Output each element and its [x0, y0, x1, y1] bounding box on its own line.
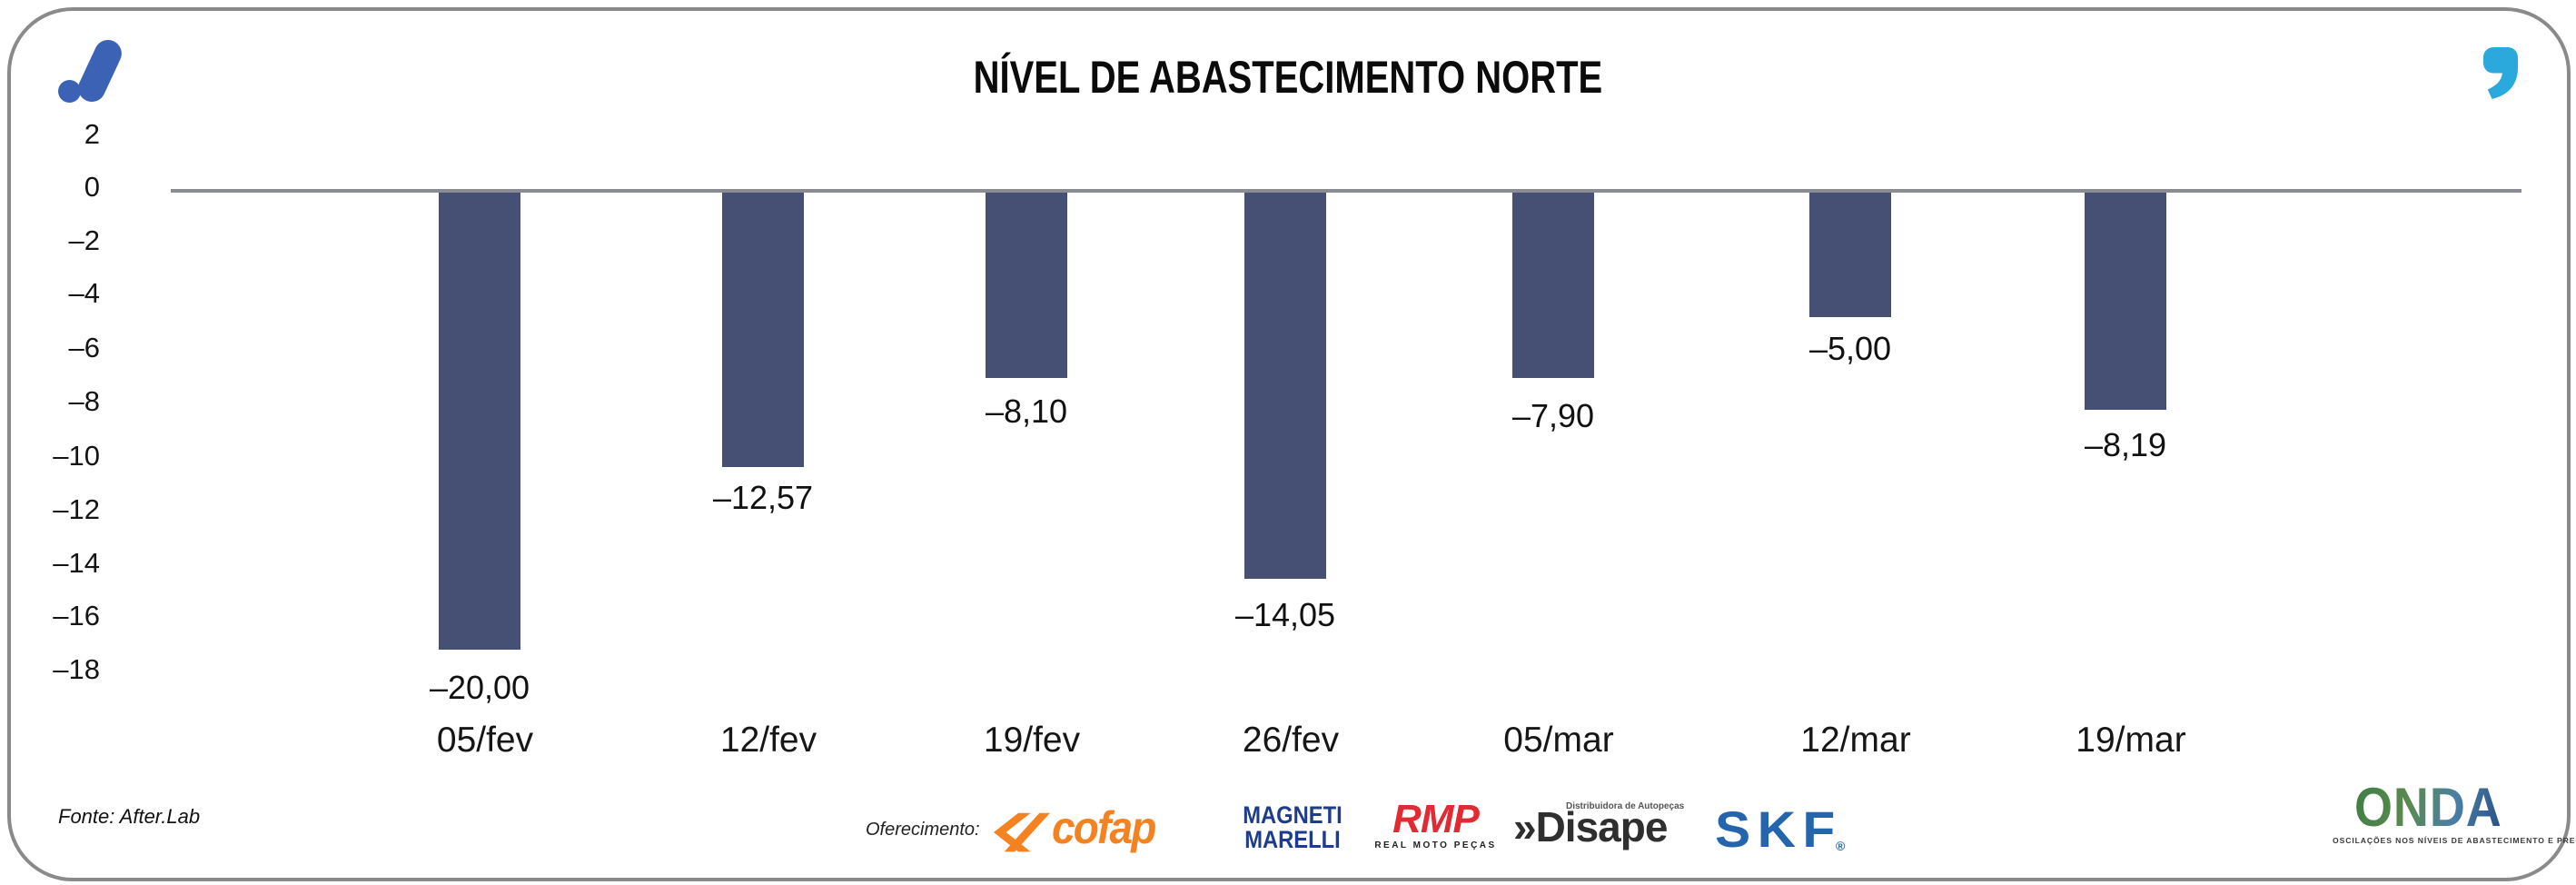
y-tick-label: 0	[84, 171, 100, 203]
onda-logo: ONDA OSCILAÇÕES NOS NÍVEIS DE ABASTECIME…	[2333, 777, 2576, 846]
y-tick-label: –14	[53, 547, 100, 579]
x-axis-label: 19/fev	[983, 721, 1081, 760]
bar-value-label: –8,19	[2084, 426, 2167, 463]
onda-wordmark: ONDA	[2353, 777, 2502, 838]
y-tick-label: –16	[53, 600, 100, 631]
source-text: Fonte: After.Lab	[58, 805, 201, 828]
after-lab-brand-icon	[57, 35, 126, 106]
rmp-subtext: REAL MOTO PEÇAS	[1374, 840, 1497, 850]
x-axis-label: 05/mar	[1503, 721, 1614, 760]
bar	[986, 193, 1067, 378]
y-tick-label: –6	[68, 332, 100, 363]
cofap-arrow-icon	[994, 812, 1050, 852]
magneti-marelli-logo: MAGNETI MARELLI	[1215, 803, 1370, 852]
cofap-logo: cofap	[994, 802, 1203, 860]
disape-subtext: Distribuidora de Autopeças	[1566, 801, 1685, 811]
skf-wordmark: SKF	[1715, 800, 1842, 858]
skf-registered-mark: ®	[1836, 839, 1846, 854]
x-axis-label: 12/mar	[1800, 721, 1911, 760]
y-tick-label: 2	[84, 118, 100, 150]
cofap-wordmark: cofap	[1052, 802, 1156, 853]
magneti-line2: MARELLI	[1244, 826, 1341, 853]
rmp-wordmark: RMP	[1392, 797, 1480, 841]
rmp-logo: RMP REAL MOTO PEÇAS	[1374, 797, 1497, 851]
zero-axis-line	[171, 189, 2522, 193]
bar	[1512, 193, 1594, 378]
bar-value-label: –8,10	[985, 393, 1068, 430]
bar-value-label: –20,00	[429, 669, 530, 706]
y-tick-label: –18	[53, 653, 100, 685]
bar	[2085, 193, 2166, 410]
bar	[722, 193, 804, 467]
bar-value-label: –5,00	[1808, 330, 1892, 367]
brand-dot-shape	[58, 80, 81, 103]
disape-wordmark: »Disape	[1513, 803, 1668, 850]
magneti-line1: MAGNETI	[1243, 801, 1342, 829]
quote-icon	[2483, 47, 2518, 99]
x-axis-label: 05/fev	[436, 721, 534, 760]
onda-tagline: OSCILAÇÕES NOS NÍVEIS DE ABASTECIMENTO E…	[2333, 836, 2576, 845]
bar	[1809, 193, 1891, 317]
x-axis-label: 26/fev	[1242, 721, 1340, 760]
bar-value-label: –12,57	[712, 479, 814, 516]
x-axis-label: 19/mar	[2076, 721, 2186, 760]
bar-value-label: –14,05	[1234, 596, 1336, 633]
x-axis-label: 12/fev	[719, 721, 817, 760]
chart-title: NÍVEL DE ABASTECIMENTO NORTE	[973, 52, 1603, 103]
bar	[1244, 193, 1326, 579]
y-tick-label: –2	[68, 224, 100, 256]
sponsorship-label: Oferecimento:	[866, 820, 980, 840]
y-tick-label: –10	[53, 440, 100, 472]
card-border	[7, 7, 2571, 881]
y-tick-label: –12	[53, 493, 100, 525]
y-tick-label: –8	[68, 385, 100, 417]
bar-value-label: –7,90	[1511, 397, 1595, 434]
y-tick-label: –4	[68, 277, 100, 309]
skf-logo: SKF®	[1715, 800, 1906, 859]
bar	[439, 193, 520, 650]
